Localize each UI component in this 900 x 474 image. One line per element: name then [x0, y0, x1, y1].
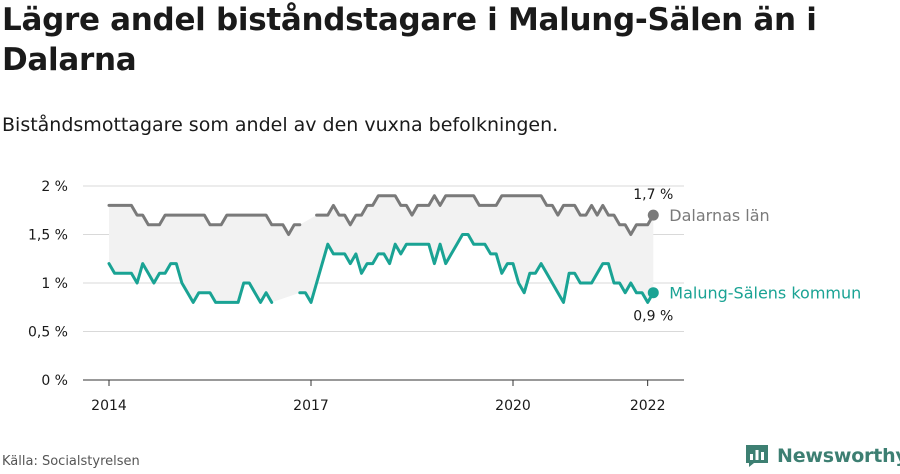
shaded-band	[109, 195, 654, 303]
chart-subtitle: Biståndsmottagare som andel av den vuxna…	[2, 114, 559, 136]
x-tick-label: 2014	[91, 398, 127, 414]
x-tick-label: 2017	[293, 398, 329, 414]
source-note: Källa: Socialstyrelsen	[2, 454, 140, 469]
series-malung-salens-kommun	[107, 233, 659, 304]
x-tick-label: 2022	[630, 398, 666, 414]
end-value-label: 0,9 %	[633, 309, 673, 325]
brand-name: Newsworthy	[777, 445, 900, 467]
axes: 0 % 0,5 % 1 % 1,5 % 2 % 2014 2017 2020 2022	[28, 179, 684, 414]
x-tick-label: 2020	[495, 398, 531, 414]
series-line	[107, 203, 302, 236]
end-value-label: 1,7 %	[633, 187, 673, 203]
chart-title: Lägre andel biståndstagare i Malung-Säle…	[2, 2, 817, 78]
series-name-label: Dalarnas län	[669, 206, 769, 225]
series-labels: Dalarnas län 1,7 % Malung-Sälens kommun 0,9…	[633, 187, 861, 325]
line-chart: 0 % 0,5 % 1 % 1,5 % 2 % 2014 2017 2020 2022 Dala…	[28, 179, 861, 414]
series-line	[298, 233, 655, 304]
y-tick-label: 1 %	[41, 276, 68, 292]
y-tick-label: 0 %	[41, 373, 68, 389]
bar-chart-logo-icon	[746, 445, 768, 467]
series-lines	[107, 194, 659, 304]
end-point	[647, 287, 659, 299]
series-dalarnas-lan	[107, 194, 659, 236]
end-point	[647, 209, 659, 221]
y-tick-label: 2 %	[41, 179, 68, 195]
y-tick-label: 1,5 %	[28, 228, 68, 244]
series-line	[107, 262, 274, 304]
series-name-label: Malung-Sälens kommun	[669, 284, 861, 303]
series-line	[315, 194, 655, 236]
newsworthy-brand[interactable]: Newsworthy	[745, 441, 900, 471]
shaded-area	[109, 195, 654, 303]
y-tick-label: 0,5 %	[28, 325, 68, 341]
